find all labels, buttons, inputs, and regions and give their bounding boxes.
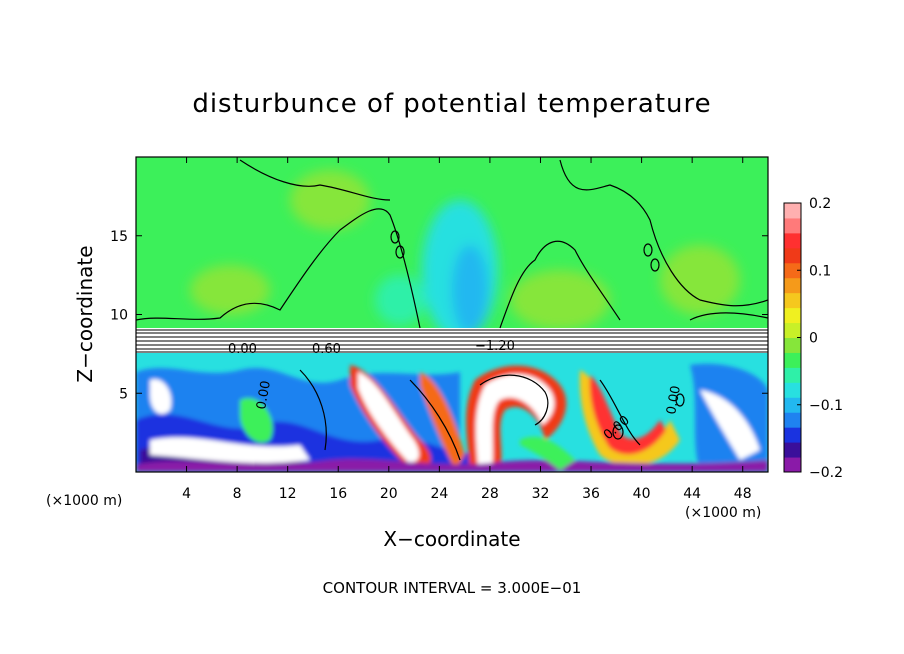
colorbar-swatch (784, 247, 801, 264)
x-axis-ticks: 4 8 12 16 20 24 28 32 36 40 44 48 (182, 157, 752, 502)
x-tick-label: 4 (182, 486, 191, 502)
colorbar-tick-label: 0.1 (809, 263, 831, 279)
colorbar-tick-label: −0.2 (809, 465, 843, 481)
heatmap-field (136, 157, 768, 472)
x-tick-label: 16 (329, 486, 347, 502)
colorbar-swatch (784, 337, 801, 353)
y-tick-label: 5 (119, 386, 128, 402)
colorbar-tick-label: 0 (809, 331, 818, 347)
colorbar-swatch (784, 382, 801, 398)
x-tick-label: 48 (734, 486, 752, 502)
x-tick-label: 24 (430, 486, 448, 502)
colorbar-swatch (784, 397, 801, 413)
x-tick-label: 28 (481, 486, 499, 502)
y-axis-label: Z−coordinate (73, 245, 97, 382)
y-tick-label: 15 (110, 229, 128, 245)
colorbar-swatch (784, 232, 801, 249)
colorbar-swatch (784, 352, 801, 368)
contour-label: 0.00 (228, 342, 257, 357)
colorbar-swatch (784, 457, 801, 473)
chart-title: disturbunce of potential temperature (192, 89, 711, 119)
colorbar-swatch (784, 262, 801, 279)
x-tick-label: 40 (633, 486, 651, 502)
colorbar-swatch (784, 322, 801, 338)
colorbar-swatch (784, 277, 801, 294)
x-tick-label: 12 (279, 486, 297, 502)
colorbar-swatch (784, 307, 801, 324)
x-tick-label: 32 (532, 486, 550, 502)
contour-label: 0.00 (664, 385, 684, 416)
contour-label: 0.60 (312, 342, 341, 357)
x-unit-label: (×1000 m) (46, 493, 122, 509)
y-tick-label: 10 (110, 308, 128, 324)
colorbar-swatch (784, 203, 801, 219)
x-tick-label: 8 (233, 486, 242, 502)
contour-label: 0.00 (254, 380, 274, 411)
contour-interval-text: CONTOUR INTERVAL = 3.000E−01 (323, 579, 582, 597)
colorbar-swatch (784, 427, 801, 443)
x-tick-label: 44 (683, 486, 701, 502)
colorbar-swatch (784, 442, 801, 458)
x-axis-label: X−coordinate (383, 527, 520, 551)
colorbar: 0.2 0.1 0 −0.1 −0.2 (783, 196, 843, 481)
colorbar-swatch (784, 292, 801, 309)
x-unit-label-right: (×1000 m) (685, 505, 761, 521)
x-tick-label: 20 (380, 486, 398, 502)
colorbar-tick-label: −0.1 (809, 398, 843, 414)
colorbar-swatch (784, 217, 801, 234)
contour-labels: 0.00 0.60 −1.20 0.00 0.00 0.00 (228, 339, 684, 443)
x-tick-label: 36 (582, 486, 600, 502)
contour-label: −1.20 (475, 339, 515, 354)
colorbar-tick-label: 0.2 (809, 196, 831, 212)
colorbar-swatch (784, 367, 801, 383)
colorbar-swatch (784, 412, 801, 428)
y-axis-ticks: 5 10 15 (110, 229, 768, 402)
